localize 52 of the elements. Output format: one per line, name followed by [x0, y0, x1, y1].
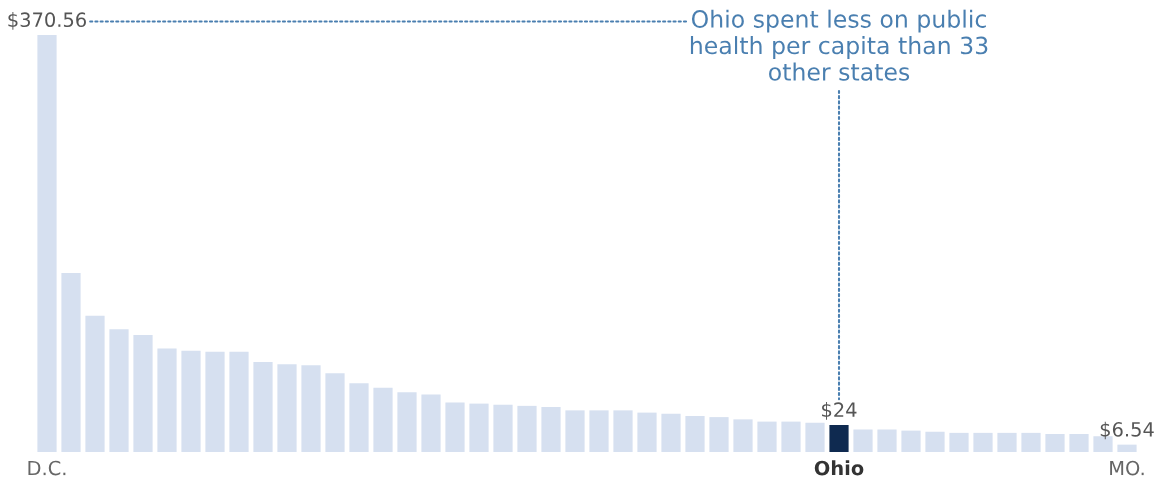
bar	[205, 351, 225, 452]
bar	[853, 429, 873, 452]
bar	[1069, 433, 1089, 452]
bar	[61, 273, 81, 452]
bar	[325, 373, 345, 452]
bar	[349, 383, 369, 452]
data-label: $24	[822, 402, 857, 420]
bar	[589, 410, 609, 452]
bar	[661, 413, 681, 452]
bar	[493, 404, 513, 452]
bar	[613, 410, 633, 452]
bar	[805, 422, 825, 452]
bar	[1045, 433, 1065, 452]
bar	[733, 419, 753, 452]
bar	[109, 329, 129, 452]
bar	[517, 405, 537, 452]
x-tick-label: Ohio	[814, 460, 864, 476]
bar	[565, 410, 585, 452]
data-label: $370.56	[8, 12, 86, 30]
bar	[925, 431, 945, 452]
bar	[397, 392, 417, 452]
bar	[181, 350, 201, 452]
bar	[901, 430, 921, 452]
bar	[469, 403, 489, 452]
bar	[877, 429, 897, 452]
annotation: Ohio spent less on public health per capita than 33 other states	[690, 9, 988, 81]
bar	[781, 421, 801, 452]
bar	[37, 35, 57, 452]
bar	[421, 394, 441, 452]
bar	[973, 432, 993, 452]
bar	[277, 364, 297, 452]
bar	[229, 351, 249, 452]
bar	[709, 417, 729, 452]
bar	[253, 361, 273, 452]
x-tick-label: D.C.	[28, 460, 66, 476]
bar	[445, 402, 465, 452]
bar	[157, 348, 177, 452]
bar	[997, 432, 1017, 452]
bar	[1117, 444, 1137, 452]
bar	[373, 387, 393, 452]
bar	[829, 424, 849, 452]
bar	[949, 432, 969, 452]
bar	[637, 412, 657, 452]
x-tick-label: MO.	[1110, 460, 1144, 476]
bar	[757, 421, 777, 452]
bar	[541, 406, 561, 452]
bar	[1021, 432, 1041, 452]
bar	[133, 334, 153, 452]
bar	[685, 415, 705, 452]
bar	[301, 365, 321, 452]
bar	[85, 315, 105, 452]
data-label: $6.54	[1100, 421, 1154, 440]
